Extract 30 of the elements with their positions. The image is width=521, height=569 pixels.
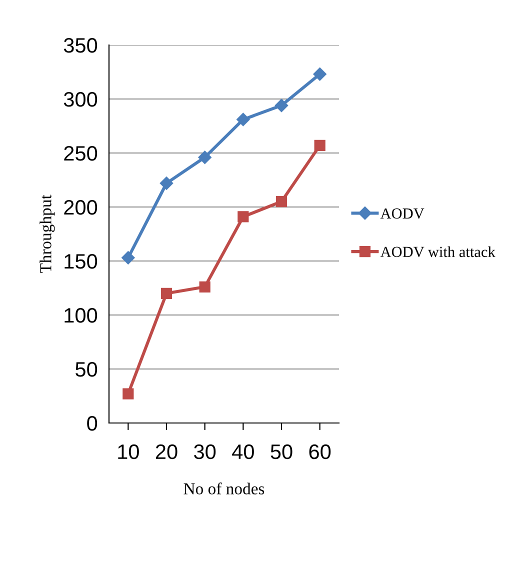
point <box>198 150 212 164</box>
legend-label: AODV <box>380 208 424 219</box>
point <box>160 288 172 299</box>
x-axis-title: No of nodes <box>184 482 264 494</box>
y-tick-label: 300 <box>64 92 98 107</box>
y-tick-label: 0 <box>87 416 98 431</box>
y-tick-label: 350 <box>64 38 98 53</box>
point <box>122 251 135 264</box>
y-tick-label: 50 <box>76 362 98 377</box>
point <box>313 68 326 81</box>
point <box>274 98 288 112</box>
point <box>199 281 210 292</box>
point <box>236 112 250 126</box>
y-tick-label: 250 <box>64 146 98 161</box>
y-axis-title: Throughput <box>40 194 55 274</box>
x-tick-label: 30 <box>194 444 216 460</box>
y-tick-label: 200 <box>64 200 98 215</box>
point <box>122 388 134 400</box>
x-tick-label: 10 <box>118 444 139 460</box>
legend-label: AODV with attack <box>380 246 496 258</box>
point <box>160 176 174 190</box>
x-tick-label: 50 <box>270 444 292 460</box>
point <box>314 140 326 151</box>
x-tick-label: 60 <box>309 444 331 460</box>
y-tick-label: 100 <box>64 308 98 323</box>
point <box>276 196 288 208</box>
point <box>238 211 249 222</box>
x-tick-label: 40 <box>232 444 254 460</box>
x-tick-label: 20 <box>156 444 178 460</box>
y-tick-label: 150 <box>64 254 98 269</box>
